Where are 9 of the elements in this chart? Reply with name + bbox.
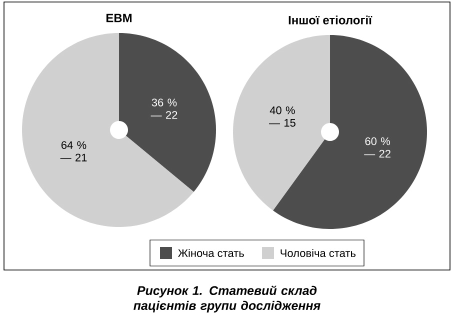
data-label: 60 % — 22 — [364, 137, 390, 158]
chart-title: Іншої етіології — [288, 16, 372, 24]
legend-label: Жіноча стать — [178, 248, 244, 258]
text: Рисунок 1. Статевий склад пацієнтів групи дослідження — [134, 286, 320, 312]
data-label: 40 % — 15 — [269, 106, 296, 127]
legend-label: Чоловіча стать — [280, 248, 356, 258]
data-label: 64 % — 21 — [60, 141, 87, 162]
chart-title: ЕВМ — [106, 14, 132, 22]
data-label: 36 % — 22 — [150, 98, 178, 119]
